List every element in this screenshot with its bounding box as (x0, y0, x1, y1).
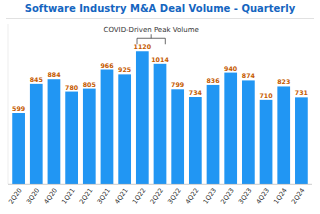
x-tick-label: 1Q22 (131, 187, 148, 206)
x-tick-label: 4Q20 (42, 187, 59, 206)
title: Software Industry M&A Deal Volume - Quar… (25, 3, 296, 14)
x-tick-label: 4Q21 (113, 187, 130, 206)
value-label: 966 (100, 62, 114, 69)
x-axis-line (8, 184, 312, 185)
x-tick-label: 3Q22 (166, 187, 183, 206)
value-label: 884 (47, 71, 61, 78)
x-tick-label: 3Q20 (25, 187, 42, 206)
x-tick-label: 1Q24 (272, 187, 289, 206)
value-label: 1120 (134, 43, 152, 50)
value-label: 925 (118, 66, 131, 73)
x-tick-label: 1Q23 (202, 187, 219, 206)
x-tick-label: 1Q21 (60, 187, 77, 206)
x-tick-label: 3Q21 (95, 187, 112, 206)
bar (189, 97, 202, 184)
bar (48, 79, 61, 184)
annotation-bracket (137, 34, 165, 44)
value-label: 731 (295, 89, 308, 96)
value-label: 710 (259, 92, 273, 99)
bar (154, 64, 167, 184)
bar (83, 89, 96, 184)
bar (30, 84, 43, 184)
bar (260, 100, 273, 184)
bar (118, 74, 131, 184)
chart-svg: Software Industry M&A Deal Volume - Quar… (0, 0, 320, 214)
bars (12, 51, 308, 184)
value-label: 599 (12, 105, 25, 112)
bar (12, 113, 25, 184)
bar (242, 80, 255, 184)
bar (101, 70, 114, 184)
x-tick-label: 4Q22 (184, 187, 201, 206)
value-label: 1014 (151, 56, 169, 63)
value-label: 845 (30, 76, 43, 83)
value-label: 874 (242, 72, 256, 79)
bar (65, 92, 78, 184)
bracket-path (137, 34, 165, 44)
bar (136, 51, 149, 184)
x-tick-label: 2Q20 (7, 187, 24, 206)
x-tick-label: 2Q24 (290, 187, 307, 206)
value-axis-line (8, 24, 9, 184)
value-label: 836 (206, 77, 220, 84)
x-tick-label: 2Q23 (219, 187, 236, 206)
value-label: 780 (65, 84, 79, 91)
bar (224, 73, 237, 184)
value-label: 940 (224, 65, 238, 72)
value-label: 823 (277, 78, 290, 85)
chart-container: Software Industry M&A Deal Volume - Quar… (0, 0, 320, 214)
bar (171, 89, 184, 184)
bar (295, 97, 308, 184)
value-label: 799 (171, 81, 184, 88)
x-tick-label: 2Q22 (148, 187, 165, 206)
bar (277, 86, 290, 184)
annotation: COVID-Driven Peak Volume (104, 26, 199, 34)
title-rule (6, 18, 314, 19)
value-label: 805 (83, 81, 96, 88)
x-tick-label: 4Q23 (255, 187, 272, 206)
bar (207, 85, 220, 184)
x-tick-label: 2Q21 (78, 187, 95, 206)
x-tick-label: 3Q23 (237, 187, 254, 206)
value-label: 734 (189, 89, 203, 96)
